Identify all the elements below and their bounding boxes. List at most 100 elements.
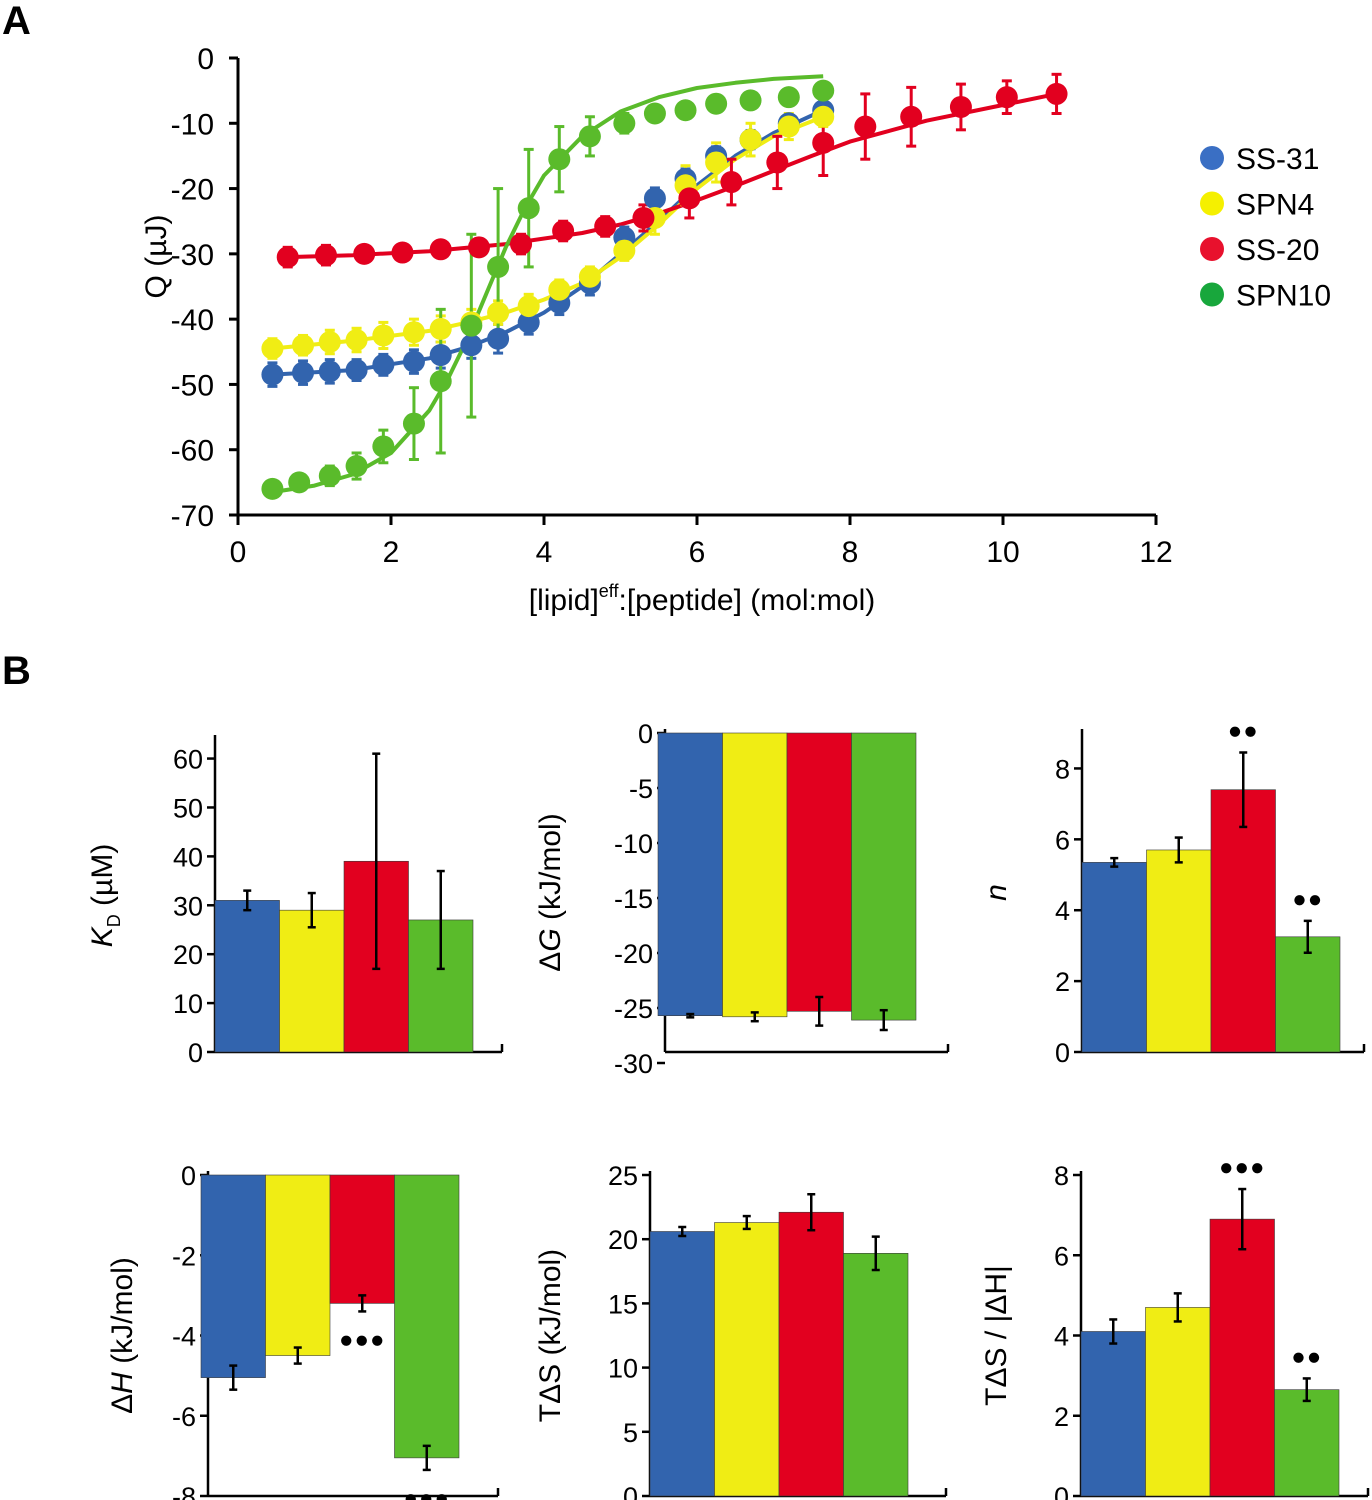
bar-ss-20	[786, 732, 852, 1012]
legend-marker-ss-31	[1200, 146, 1224, 170]
data-point-ss-20	[276, 246, 299, 269]
data-point-spn10	[674, 99, 697, 122]
bar-ss-20	[329, 1174, 395, 1304]
data-point-ss-31	[487, 327, 510, 350]
x-tick-label-0: 0	[230, 536, 247, 569]
data-point-ss-20	[949, 95, 972, 118]
significance-marker: ●●	[1291, 1343, 1322, 1370]
x-axis-label: [lipid]eff:[peptide] (mol:mol)	[529, 581, 876, 617]
data-point-spn4	[739, 128, 762, 151]
data-point-ss-20	[353, 242, 376, 265]
bar-chart-kd: 0 10 20 30 40 50 60 KD (µM)	[86, 735, 504, 1068]
legend-marker-spn10	[1200, 282, 1224, 307]
y-tick-label: -2	[172, 1241, 196, 1271]
bar-ss-31	[649, 1231, 715, 1497]
data-point-spn4	[372, 324, 395, 347]
data-point-ss-20	[510, 233, 533, 256]
y-axis-label: ΔG (kJ/mol)	[534, 813, 567, 971]
y-tick-label: 20	[608, 1225, 638, 1255]
y-tick-label: 0	[188, 1038, 203, 1068]
bar-spn10	[394, 1174, 460, 1459]
y-tick-label: 15	[608, 1289, 638, 1319]
y-tick-label: 8	[1054, 1161, 1069, 1191]
bar-spn10	[843, 1253, 909, 1497]
panel-label-a: A	[2, 0, 31, 43]
bar-chart-tds: 0 5 10 15 20 25 TΔS (kJ/mol)	[534, 1161, 948, 1500]
data-point-ss-20	[429, 238, 452, 261]
data-point-ss-20	[314, 244, 337, 267]
y-tick-label-20: -20	[171, 174, 214, 207]
data-point-ss-20	[766, 151, 789, 174]
y-tick-label: 60	[173, 745, 203, 775]
y-tick-label: -6	[172, 1402, 196, 1432]
y-axis-label: TΔS / |ΔH|	[980, 1265, 1013, 1406]
y-tick-label: 4	[1055, 896, 1070, 926]
x-tick-label-2: 2	[383, 536, 400, 569]
y-axis-label: Q (µJ)	[140, 215, 173, 299]
bar-ss-31	[200, 1174, 266, 1378]
y-tick-label: -5	[629, 774, 653, 804]
data-point-spn4	[705, 151, 728, 174]
data-point-ss-20	[632, 206, 655, 229]
data-point-spn10	[548, 148, 571, 171]
y-tick-label: 2	[1055, 967, 1070, 997]
significance-marker: ●●●	[404, 1485, 451, 1500]
data-point-ss-31	[643, 187, 666, 210]
y-tick-label-30: -30	[171, 239, 214, 272]
x-tick-label-6: 6	[689, 536, 706, 569]
x-tick-label-10: 10	[986, 536, 1019, 569]
bar-spn4	[1145, 1307, 1211, 1497]
data-point-spn10	[487, 255, 510, 278]
legend-label-ss-20: SS-20	[1236, 234, 1319, 267]
data-point-spn10	[777, 86, 800, 109]
data-point-ss-20	[552, 220, 575, 243]
legend-label-spn10: SPN10	[1236, 280, 1331, 313]
bar-ss-31	[657, 732, 723, 1017]
data-point-ss-20	[1045, 82, 1068, 105]
bar-ss-20	[778, 1211, 844, 1497]
fit-line-ss-20	[287, 91, 1057, 260]
y-tick-label: 2	[1054, 1402, 1069, 1432]
y-tick-label: -15	[614, 884, 653, 914]
data-point-ss-20	[594, 215, 617, 238]
bar-chart-n: 0 2 4 6 8 n ●● ●●	[980, 717, 1366, 1068]
data-point-spn4	[345, 329, 368, 352]
y-tick-label: -20	[614, 939, 653, 969]
y-tick-label-10: -10	[171, 108, 214, 141]
data-point-spn10	[402, 412, 425, 435]
data-point-ss-31	[345, 359, 368, 382]
data-point-ss-31	[261, 363, 284, 386]
data-point-ss-31	[318, 360, 341, 383]
legend-marker-spn4	[1200, 191, 1224, 216]
data-point-spn4	[517, 295, 540, 318]
significance-marker: ●●●	[339, 1326, 386, 1353]
bar-spn4	[265, 1174, 331, 1356]
data-point-spn4	[318, 330, 341, 353]
legend-label-spn4: SPN4	[1236, 189, 1314, 222]
y-tick-label: -4	[172, 1322, 196, 1352]
data-point-ss-20	[720, 171, 743, 194]
bar-spn4	[279, 909, 345, 1053]
data-point-ss-20	[678, 187, 701, 210]
data-point-spn10	[517, 197, 540, 220]
y-tick-label: 0	[623, 1482, 638, 1500]
data-point-ss-31	[460, 334, 483, 357]
data-point-spn10	[288, 471, 311, 494]
panel-label-b: B	[2, 649, 31, 693]
y-tick-label: 4	[1054, 1322, 1069, 1352]
y-tick-label: 0	[1054, 1482, 1069, 1500]
data-point-spn10	[812, 79, 835, 102]
bar-chart-dg: 0 -5 -10 -15 -20 -25 -30 ΔG (kJ/mol)	[534, 719, 950, 1079]
x-tick-label-4: 4	[536, 536, 553, 569]
y-tick-label-70: -70	[171, 500, 214, 533]
chart-panel-a: 0 -10 -20 -30 -40 -50 -60 -70 0 2 4 6 8 10 12 [lipid]ef…	[140, 43, 1331, 617]
data-point-spn10	[613, 112, 636, 135]
data-point-spn4	[292, 334, 315, 357]
data-point-ss-31	[402, 350, 425, 373]
data-point-spn10	[345, 455, 368, 478]
bar-spn4	[714, 1222, 780, 1497]
data-point-spn10	[578, 125, 601, 148]
y-tick-label-40: -40	[171, 304, 214, 337]
